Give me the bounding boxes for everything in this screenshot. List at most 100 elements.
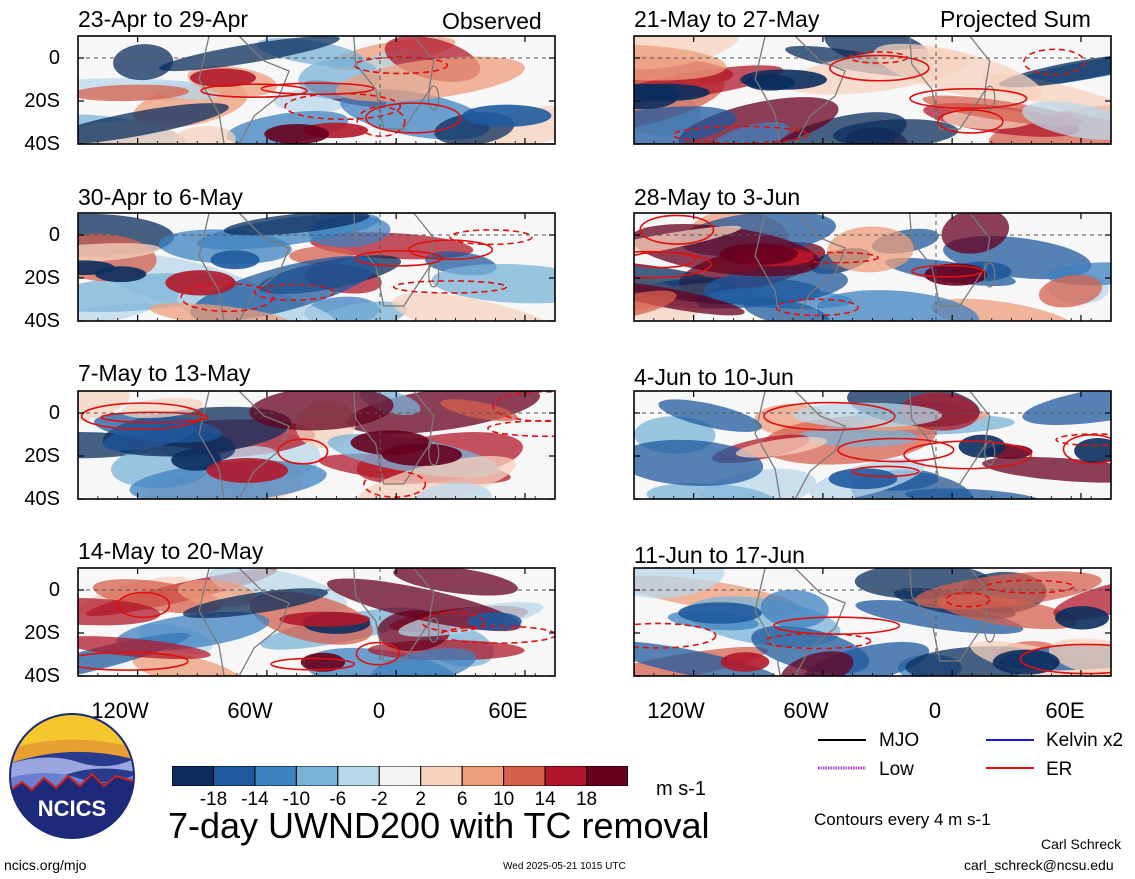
main-title: 7-day UWND200 with TC removal [168,805,710,846]
anomaly-shading [833,119,959,144]
africa-outline [353,568,435,662]
er-contour [355,641,400,666]
anomaly-core [210,250,260,270]
anomaly-shading [793,402,943,428]
x-tick-label: 60W [227,698,273,723]
anomaly-shading [787,48,970,95]
anomaly-shading [634,106,737,144]
anomaly-shading [634,225,742,264]
anomaly-shading [1048,638,1111,676]
er-contour [487,419,555,438]
y-tick-label: 40S [24,133,60,155]
er-contour [180,282,274,313]
anomaly-shading [1038,274,1103,308]
south-america-outline [198,568,290,676]
legend-lines [818,739,1034,770]
colorbar-tick-label: -6 [329,789,347,810]
site-link[interactable]: ncics.org/mjo [4,857,87,873]
anomaly-shading [1022,101,1111,140]
colorbar-tick-label: 2 [415,789,426,810]
er-contour [937,109,1004,134]
madagascar-outline [984,440,996,466]
y-tick-label: 40S [24,488,60,510]
er-contour [100,411,209,424]
panel-title-1: 23-Apr to 29-Apr [78,6,249,32]
anomaly-shading [646,483,776,499]
south-america-outline [754,213,846,321]
anomaly-shading [158,229,292,265]
anomaly-shading [393,568,518,596]
er-contour [78,651,189,671]
anomaly-shading [78,103,229,144]
south-america-outline [754,36,846,144]
anomaly-shading [634,290,677,320]
madagascar-outline [984,262,996,288]
colorbar-tick-label: -14 [241,789,269,810]
y-tick-label: 20S [24,90,60,112]
logo-text: NCICS [38,796,106,821]
anomaly-shading [310,301,408,321]
madagascar-outline [428,440,440,466]
er-contour [421,611,486,633]
anomaly-core [720,652,770,672]
colorbar-swatch [212,766,256,786]
madagascar-outline [984,617,996,643]
africa-outline [353,391,435,485]
colorbar-swatch [503,766,546,786]
er-contour [829,54,930,82]
anomaly-shading [78,84,190,102]
panel-title-7: 4-Jun to 10-Jun [634,364,794,390]
anomaly-shading [223,213,370,236]
y-tick-label: 0 [48,224,60,246]
er-contour [903,440,1032,470]
er-contour [200,83,308,99]
er-contour [672,125,809,144]
anomaly-shading [249,391,394,431]
colorbar-swatch [254,766,297,786]
panel-title-4: 14-May to 20-May [78,538,264,564]
colorbar [172,766,628,786]
er-contour [910,264,984,278]
er-contour [634,250,712,279]
map-panel [633,35,1112,145]
er-contour [848,51,909,64]
er-contour [408,239,494,261]
x-tick-label: 0 [372,698,386,723]
anomaly-core [992,649,1060,675]
timestamp: Wed 2025-05-21 1015 UTC [503,861,626,872]
anomaly-shading [369,648,476,676]
africa-outline [353,36,435,130]
anomaly-shading [634,439,764,487]
map-panel [633,390,1112,500]
er-contour [851,465,920,478]
africa-outline [909,213,991,307]
anomaly-shading [735,436,828,458]
author-email[interactable]: carl_schreck@ncsu.edu [964,857,1114,873]
er-contour [1055,433,1111,447]
anomaly-shading [799,426,918,447]
anomaly-shading [78,598,161,626]
colorbar-swatch [586,766,628,786]
x-tick-label: 60W [783,698,829,723]
anomaly-shading [827,226,914,273]
er-contour [356,105,406,138]
er-contour [392,280,508,294]
legend-label-er: ER [1046,759,1073,780]
anomaly-shading [914,571,1102,610]
legend-label-low: Low [879,759,914,780]
x-tick-label: 120W [647,698,705,723]
africa-outline [909,391,991,485]
x-tick-label: 60E [1045,698,1085,723]
south-america-outline [198,36,290,144]
madagascar-outline [428,617,440,643]
anomaly-shading [158,36,340,72]
legend-label-mjo: MJO [879,730,920,751]
anomaly-shading [78,391,130,423]
er-contour [492,391,555,423]
observed-tag: Observed [442,8,542,34]
er-contour [1023,48,1086,76]
anomaly-core [958,434,1006,458]
anomaly-core [678,602,762,624]
colorbar-tick-label: -2 [370,789,388,810]
anomaly-shading [190,255,379,321]
